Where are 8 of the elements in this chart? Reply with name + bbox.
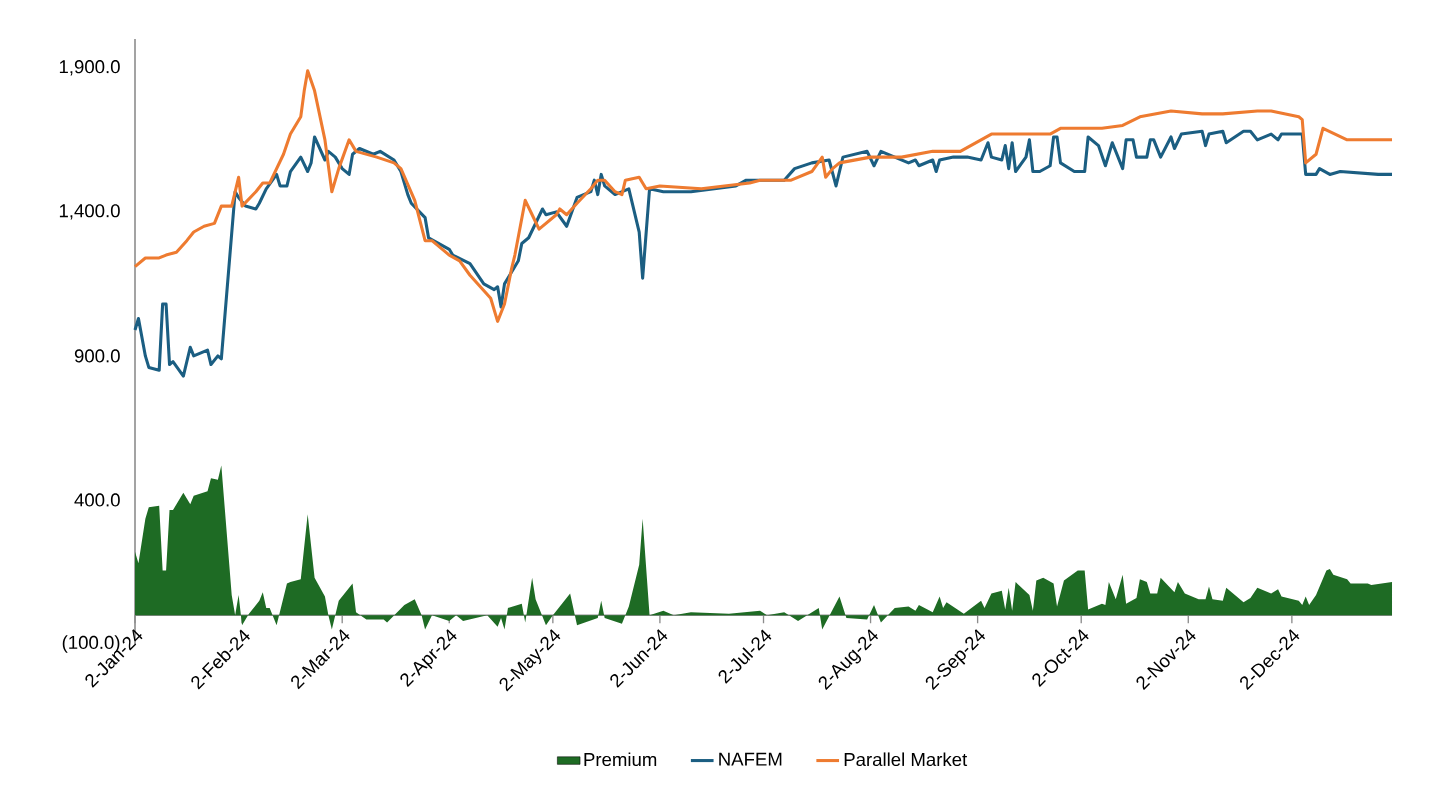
legend-label: Premium [584, 752, 657, 767]
y-tick-label: 1,900.0 [59, 60, 120, 76]
line-series [133, 129, 1394, 378]
y-tick-label: 1,400.0 [59, 204, 120, 220]
y-tick-label: 400.0 [74, 493, 120, 507]
legend-label: NAFEM [719, 752, 782, 766]
y-tick-label: 900.0 [74, 349, 120, 363]
legend-label: Parallel Market [844, 752, 968, 767]
